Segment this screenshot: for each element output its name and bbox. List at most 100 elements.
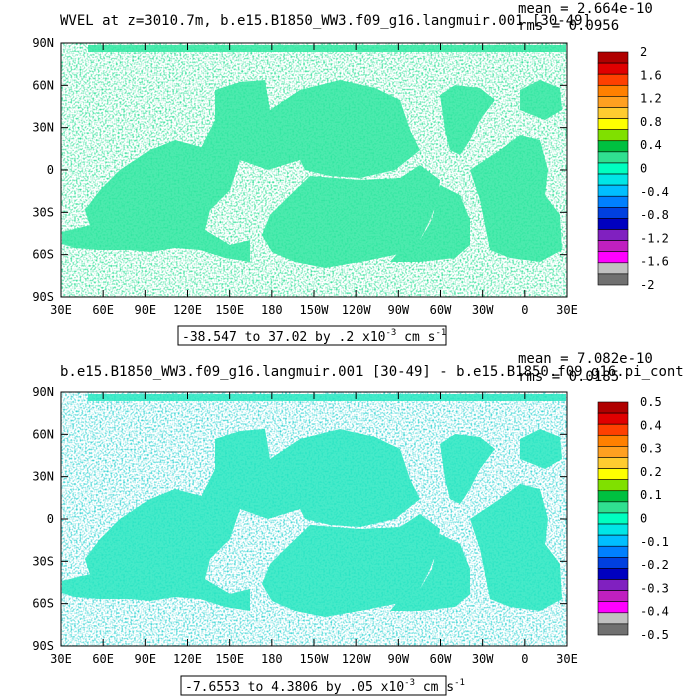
colorbar-swatch bbox=[597, 612, 629, 625]
colorbar-swatch bbox=[597, 446, 629, 458]
x-tick-label: 90W bbox=[387, 652, 409, 666]
colorbar-swatch bbox=[597, 96, 629, 108]
colorbar-swatch bbox=[597, 545, 629, 558]
colorbar-swatch bbox=[597, 229, 629, 241]
stat-rms: rms = 0.0956 bbox=[518, 18, 619, 34]
y-tick-label: 60N bbox=[32, 78, 54, 92]
x-tick-label: 30E bbox=[556, 303, 578, 317]
x-tick-label: 0 bbox=[521, 652, 528, 666]
x-tick-label: 60E bbox=[92, 652, 114, 666]
x-tick-label: 30E bbox=[50, 652, 72, 666]
colorbar-label: 0.3 bbox=[640, 442, 662, 456]
x-tick-label: 180 bbox=[261, 303, 283, 317]
colorbar-swatch bbox=[597, 423, 629, 436]
colorbar-label: -2 bbox=[640, 278, 654, 292]
colorbar-swatch bbox=[597, 557, 629, 569]
y-tick-label: 0 bbox=[47, 512, 54, 526]
colorbar-swatch bbox=[597, 140, 629, 153]
colorbar-swatch bbox=[597, 73, 629, 86]
colorbar-swatch bbox=[597, 151, 629, 164]
colorbar-swatch bbox=[597, 434, 629, 447]
y-tick-label: 30S bbox=[32, 554, 54, 568]
colorbar-swatch bbox=[597, 512, 629, 525]
map-plot: 30E 60E 90E 120E 150E 180 150W 120W 90W 60W 30W 0 30… bbox=[32, 385, 578, 666]
colorbar-label: 0.1 bbox=[640, 488, 662, 502]
colorbar-swatch bbox=[597, 184, 629, 197]
x-tick-label: 120E bbox=[173, 303, 202, 317]
x-tick-label: 120W bbox=[342, 303, 372, 317]
x-tick-label: 120E bbox=[173, 652, 202, 666]
colorbar-swatch bbox=[597, 479, 629, 492]
colorbar: 0.5 0.4 0.3 0.2 0.1 0 -0.1 -0.2 -0.3 -0.4 -0.5 bbox=[597, 395, 669, 642]
colorbar-swatch bbox=[597, 107, 629, 119]
colorbar-swatch bbox=[597, 118, 629, 130]
y-tick-label: 90S bbox=[32, 639, 54, 653]
colorbar-swatch bbox=[597, 623, 629, 636]
colorbar-label: 0.4 bbox=[640, 418, 662, 432]
colorbar-swatch bbox=[597, 207, 629, 219]
stat-rms: rms = 0.0185 bbox=[518, 369, 619, 385]
ocean-area bbox=[62, 394, 566, 617]
colorbar-swatch bbox=[597, 490, 629, 503]
y-tick-label: 60S bbox=[32, 597, 54, 611]
colorbar-swatch bbox=[597, 534, 629, 547]
stat-mean: mean = 2.664e-10 bbox=[518, 1, 653, 17]
panel-bottom: b.e15.B1850_WW3.f09_g16.langmuir.001 [30… bbox=[32, 351, 684, 696]
colorbar-swatch bbox=[597, 251, 629, 264]
y-ticks: 90N 60N 30N 0 30S 60S 90S bbox=[32, 36, 567, 304]
colorbar-swatch bbox=[597, 51, 629, 64]
x-tick-label: 90E bbox=[134, 303, 156, 317]
colorbar-swatch bbox=[597, 601, 629, 614]
x-tick-label: 150W bbox=[300, 303, 330, 317]
x-tick-label: 30E bbox=[50, 303, 72, 317]
colorbar-swatch bbox=[597, 62, 629, 75]
colorbar-label: -0.3 bbox=[640, 581, 669, 595]
colorbar-label: -0.4 bbox=[640, 185, 669, 199]
x-tick-label: 30W bbox=[472, 652, 494, 666]
x-tick-label: 30E bbox=[556, 652, 578, 666]
y-ticks: 90N 60N 30N 0 30S 60S 90S bbox=[32, 385, 567, 653]
y-tick-label: 60N bbox=[32, 427, 54, 441]
colorbar-swatch bbox=[597, 590, 629, 603]
range-text: -7.6553 to 4.3806 by .05 x10-3 cm s-1 bbox=[185, 678, 465, 695]
ocean-area bbox=[62, 45, 566, 268]
colorbar-swatch bbox=[597, 84, 629, 97]
colorbar: 2 1.6 1.2 0.8 0.4 0 -0.4 -0.8 -1.2 -1.6 -2 bbox=[597, 45, 669, 292]
range-note: -7.6553 to 4.3806 by .05 x10-3 cm s-1 bbox=[180, 675, 465, 696]
x-tick-label: 90E bbox=[134, 652, 156, 666]
panel-title: b.e15.B1850_WW3.f09_g16.langmuir.001 [30… bbox=[60, 364, 684, 380]
colorbar-swatch bbox=[597, 523, 629, 536]
colorbar-label: 0 bbox=[640, 162, 647, 176]
colorbar-swatch bbox=[597, 401, 629, 414]
colorbar-label: 0.5 bbox=[640, 395, 662, 409]
x-tick-label: 150W bbox=[300, 652, 330, 666]
colorbar-label: 0.4 bbox=[640, 138, 662, 152]
y-tick-label: 60S bbox=[32, 248, 54, 262]
colorbar-swatch bbox=[597, 568, 629, 580]
colorbar-swatch bbox=[597, 195, 629, 208]
y-tick-label: 90S bbox=[32, 290, 54, 304]
colorbar-label: -0.8 bbox=[640, 208, 669, 222]
x-tick-label: 120W bbox=[342, 652, 372, 666]
colorbar-label: 0.8 bbox=[640, 115, 662, 129]
y-tick-label: 0 bbox=[47, 163, 54, 177]
colorbar-label: -0.1 bbox=[640, 535, 669, 549]
colorbar-swatch bbox=[597, 218, 629, 230]
ocean-base bbox=[62, 394, 566, 617]
x-tick-label: 60E bbox=[92, 303, 114, 317]
colorbar-label: 1.6 bbox=[640, 68, 662, 82]
x-tick-label: 0 bbox=[521, 303, 528, 317]
colorbar-swatch bbox=[597, 273, 629, 286]
x-ticks: 30E 60E 90E 120E 150E 180 150W 120W 90W 60W 30W 0 30… bbox=[50, 392, 578, 666]
x-tick-label: 150E bbox=[215, 303, 244, 317]
colorbar-swatch bbox=[597, 412, 629, 425]
colorbar-swatch bbox=[597, 129, 629, 142]
panel-title: WVEL at z=3010.7m, b.e15.B1850_WW3.f09_g… bbox=[60, 13, 591, 29]
colorbar-label: -1.6 bbox=[640, 255, 669, 269]
panel-top: WVEL at z=3010.7m, b.e15.B1850_WW3.f09_g… bbox=[32, 1, 669, 346]
x-tick-label: 150E bbox=[215, 652, 244, 666]
colorbar-swatch bbox=[597, 162, 629, 175]
range-note: -38.547 to 37.02 by .2 x10-3 cm s-1 bbox=[177, 325, 447, 346]
y-tick-label: 30N bbox=[32, 470, 54, 484]
